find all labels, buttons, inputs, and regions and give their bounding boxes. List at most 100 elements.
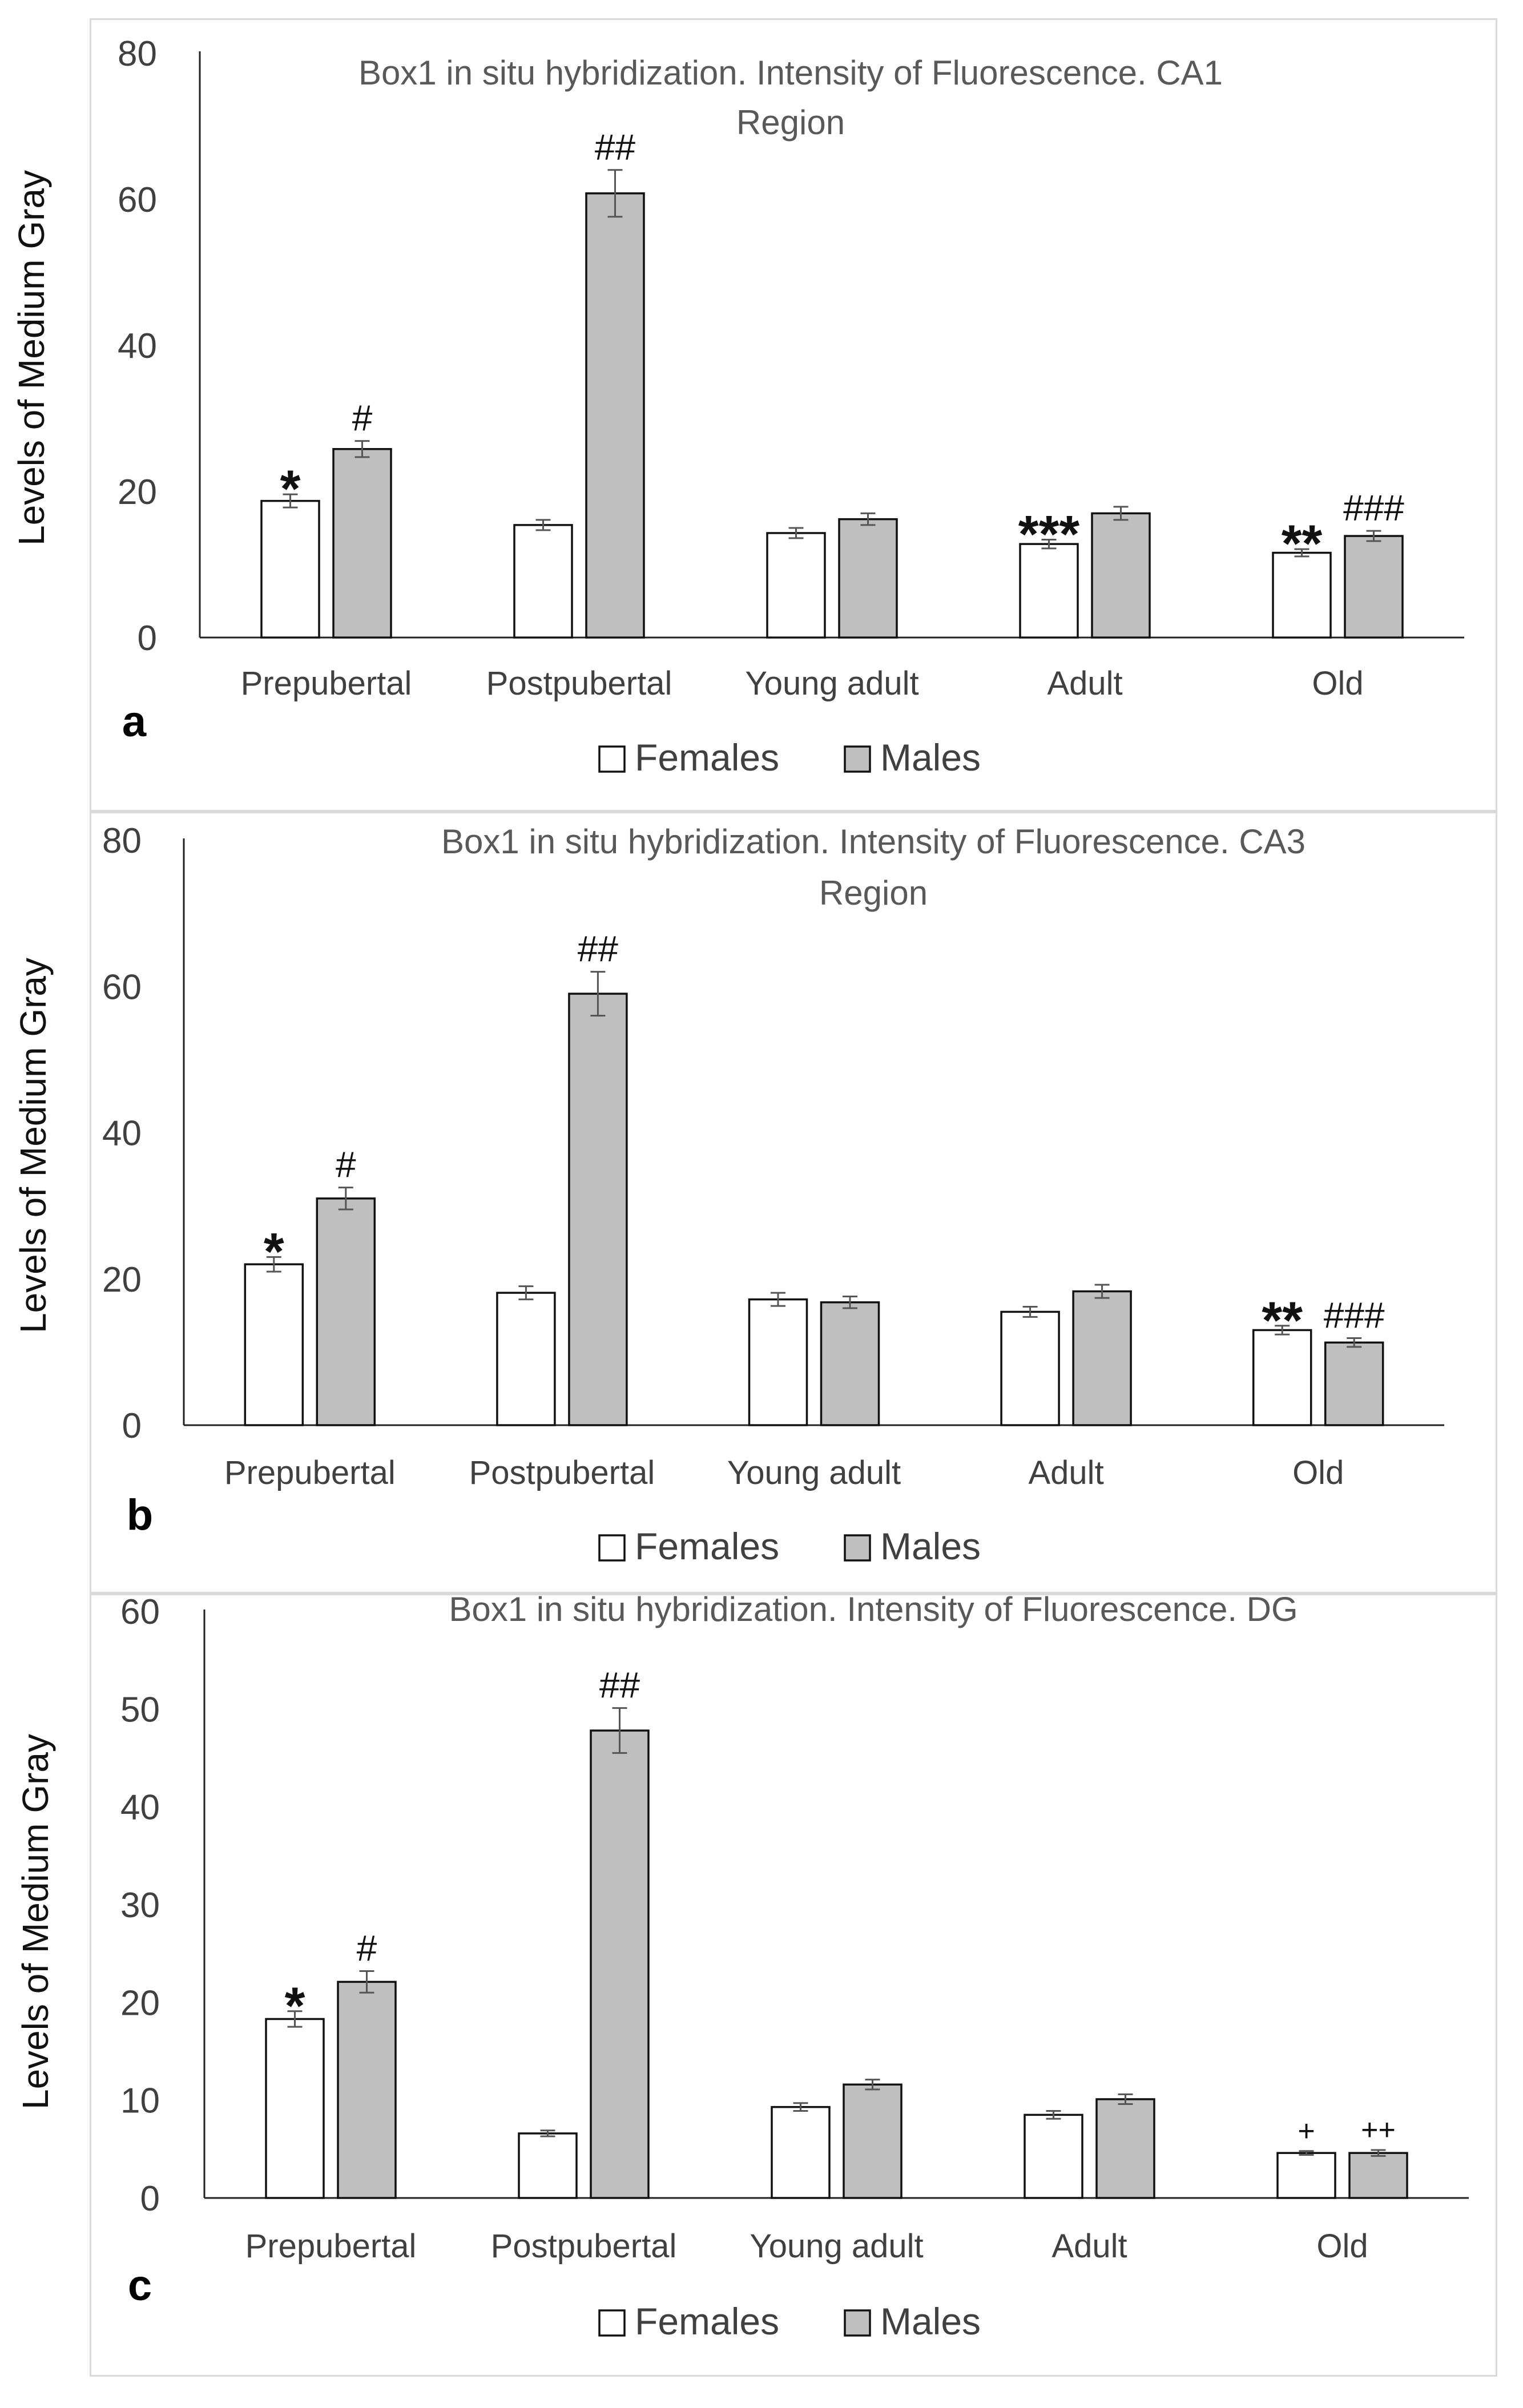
bar-males <box>1095 2098 1155 2199</box>
x-tick-label: Postpubertal <box>486 665 672 702</box>
bar-females <box>766 532 826 639</box>
bar-males <box>1344 535 1404 639</box>
x-tick-label: Prepubertal <box>241 665 412 702</box>
y-tick-label: 60 <box>118 180 157 220</box>
y-tick-label: 0 <box>140 2179 160 2219</box>
bar-females <box>1272 551 1332 639</box>
x-tick-label: Adult <box>1051 2228 1127 2265</box>
x-tick-label: Old <box>1316 2228 1368 2265</box>
chart-panel-a: 0 20 40 60 80 Levels of Medium Gray Box1 in si… <box>11 34 1464 779</box>
significance-mark: ## <box>595 127 636 168</box>
bar-females <box>1019 543 1079 639</box>
bar-females <box>748 1298 808 1426</box>
bar-females <box>518 2132 578 2199</box>
y-tick-label: 20 <box>102 1260 142 1300</box>
bar-females <box>260 499 320 639</box>
bar-females <box>244 1263 304 1426</box>
significance-mark: ## <box>578 929 619 970</box>
x-tick-label: Old <box>1292 1454 1344 1491</box>
significance-mark: *** <box>1018 505 1080 563</box>
legend-swatch-males <box>844 2309 871 2337</box>
significance-mark: # <box>336 1144 356 1185</box>
bar-females <box>496 1292 556 1426</box>
legend-label: Males <box>880 1525 981 1567</box>
x-tick-label: Young adult <box>727 1454 901 1491</box>
legend-label: Males <box>880 736 981 779</box>
significance-mark: ## <box>599 1665 640 1706</box>
y-tick-label: 20 <box>118 473 157 512</box>
panel-c-frame <box>90 1594 1497 2377</box>
y-tick-label: 10 <box>120 2082 160 2121</box>
chart-panel-b: 0 20 40 60 80 Levels of Medium Gray Box1 in si… <box>13 821 1444 1567</box>
bar-males <box>1324 1341 1384 1426</box>
legend-swatch-males <box>844 1534 871 1562</box>
chart-title-line1: Box1 in situ hybridization. Intensity of… <box>449 1590 1298 1628</box>
bar-females <box>1024 2113 1083 2199</box>
y-tick-label: 0 <box>138 619 157 658</box>
legend-label: Males <box>880 2300 981 2342</box>
significance-mark: # <box>357 1928 377 1969</box>
y-tick-label: 0 <box>122 1406 142 1446</box>
bar-males <box>820 1301 880 1426</box>
significance-mark: * <box>264 1223 284 1281</box>
y-tick-label: 80 <box>118 34 157 74</box>
significance-mark: # <box>352 398 373 439</box>
significance-mark: ### <box>1343 487 1404 529</box>
x-tick-label: Adult <box>1028 1454 1103 1491</box>
bar-males <box>1072 1290 1132 1426</box>
bar-females <box>1276 2152 1336 2199</box>
x-tick-label: Young adult <box>750 2228 923 2265</box>
significance-mark: ++ <box>1361 2113 1396 2147</box>
legend-label: Females <box>635 1525 779 1567</box>
legend-swatch-females <box>598 2309 626 2337</box>
bar-females <box>771 2106 831 2199</box>
legend-label: Females <box>635 2300 779 2342</box>
legend-swatch-females <box>598 1534 626 1562</box>
bar-males <box>568 993 628 1426</box>
legend-swatch-females <box>598 745 626 773</box>
bar-females <box>265 2018 325 2199</box>
bar-males <box>337 1981 397 2199</box>
significance-mark: ** <box>1262 1292 1303 1350</box>
y-tick-label: 80 <box>102 821 142 861</box>
y-tick-label: 60 <box>120 1592 160 1632</box>
y-tick-label: 60 <box>102 967 142 1007</box>
significance-mark: * <box>285 1977 305 2035</box>
legend-label: Females <box>635 736 779 779</box>
chart-title-line1: Box1 in situ hybridization. Intensity of… <box>441 822 1306 861</box>
significance-mark: * <box>280 460 301 518</box>
bar-males <box>590 1729 650 2199</box>
y-tick-label: 30 <box>120 1886 160 1925</box>
x-tick-label: Prepubertal <box>224 1454 396 1491</box>
y-tick-label: 40 <box>120 1788 160 1828</box>
x-tick-label: Prepubertal <box>245 2228 417 2265</box>
chart-title-line1: Box1 in situ hybridization. Intensity of… <box>358 54 1223 92</box>
significance-mark: + <box>1298 2115 1315 2148</box>
x-tick-label: Postpubertal <box>469 1454 655 1491</box>
y-tick-label: 50 <box>120 1690 160 1729</box>
x-tick-label: Postpubertal <box>491 2228 677 2265</box>
y-axis-title: Levels of Medium Gray <box>15 1734 56 2109</box>
chart-title-line2: Region <box>819 874 928 912</box>
legend-swatch-males <box>844 745 871 773</box>
chart-panel-c: 0 10 20 30 40 50 60 Levels of Medium Gray Box1 i… <box>15 1590 1469 2342</box>
x-tick-label: Young adult <box>745 665 918 702</box>
y-tick-label: 40 <box>118 326 157 366</box>
chart-title-line2: Region <box>736 103 845 142</box>
y-axis-title: Levels of Medium Gray <box>11 170 52 546</box>
bar-males <box>332 448 392 639</box>
bar-males <box>1091 512 1151 639</box>
x-tick-label: Old <box>1312 665 1363 702</box>
panel-a-frame <box>90 18 1497 812</box>
panel-label: a <box>122 697 147 746</box>
significance-mark: ** <box>1282 515 1323 573</box>
y-tick-label: 40 <box>102 1114 142 1153</box>
panel-label: c <box>128 2261 152 2310</box>
panel-label: b <box>127 1491 153 1539</box>
bar-males <box>1348 2152 1408 2199</box>
significance-mark: ### <box>1324 1295 1385 1336</box>
y-axis-title: Levels of Medium Gray <box>13 958 54 1333</box>
bar-males <box>585 192 645 639</box>
